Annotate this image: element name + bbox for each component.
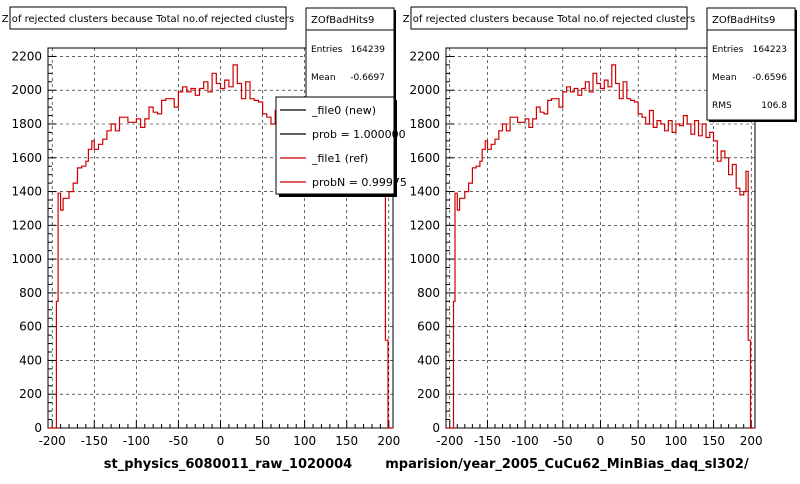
x-tick-label: -100 bbox=[123, 434, 150, 448]
x-tick-label: -150 bbox=[81, 434, 108, 448]
x-axis-label: mparision/year_2005_CuCu62_MinBias_daq_s… bbox=[385, 457, 749, 472]
y-tick-label: 400 bbox=[417, 353, 440, 367]
y-tick-label: 2200 bbox=[11, 49, 42, 63]
y-tick-label: 1000 bbox=[409, 252, 440, 266]
y-tick-label: 1400 bbox=[11, 185, 42, 199]
stats-name: ZOfBadHits9 bbox=[311, 15, 374, 26]
y-tick-label: 1600 bbox=[11, 151, 42, 165]
x-tick-label: -150 bbox=[474, 434, 501, 448]
stats-row-label: Entries bbox=[712, 45, 744, 55]
y-tick-label: 600 bbox=[417, 320, 440, 334]
y-tick-label: 800 bbox=[417, 286, 440, 300]
y-tick-label: 0 bbox=[34, 421, 42, 435]
y-tick-label: 1800 bbox=[409, 117, 440, 131]
title-box bbox=[9, 6, 287, 30]
histogram-series-line bbox=[446, 64, 755, 429]
stats-name: ZOfBadHits9 bbox=[712, 15, 775, 26]
stats-row-value: 106.8 bbox=[761, 101, 787, 111]
stats-row-value: 164223 bbox=[753, 45, 787, 55]
y-tick-label: 1400 bbox=[409, 185, 440, 199]
chart-title: Z of rejected clusters because Total no.… bbox=[2, 14, 294, 25]
stats-row-value: 164239 bbox=[351, 45, 386, 55]
x-tick-label: 200 bbox=[377, 434, 400, 448]
x-tick-label: 0 bbox=[217, 434, 225, 448]
stats-row-label: Mean bbox=[712, 73, 737, 83]
chart-title: Z of rejected clusters because Total no.… bbox=[403, 14, 695, 25]
x-tick-label: 200 bbox=[740, 434, 763, 448]
x-tick-label: 100 bbox=[293, 434, 316, 448]
chart-panel-2: -200 -150 -100 -50 0 50 100 150 2000200400600800… bbox=[385, 6, 797, 472]
legend-entry-label: prob = 1.000000 bbox=[312, 128, 406, 141]
title-box bbox=[410, 6, 688, 30]
legend-entry-label: _file1 (ref) bbox=[311, 152, 368, 165]
y-tick-label: 0 bbox=[432, 421, 440, 435]
legend-box bbox=[275, 96, 395, 195]
x-axis-label: st_physics_6080011_raw_1020004 bbox=[104, 457, 352, 472]
x-tick-label: -200 bbox=[436, 434, 463, 448]
x-tick-label: 150 bbox=[335, 434, 358, 448]
y-tick-label: 2000 bbox=[11, 83, 42, 97]
legend-entry-label: probN = 0.99975 bbox=[312, 176, 407, 189]
x-tick-label: 50 bbox=[631, 434, 646, 448]
x-tick-label: -50 bbox=[169, 434, 189, 448]
plot-frame bbox=[445, 47, 756, 429]
stats-box bbox=[706, 7, 796, 121]
legend-entry-label: _file0 (new) bbox=[311, 104, 376, 117]
y-tick-label: 1000 bbox=[11, 252, 42, 266]
x-tick-label: 150 bbox=[702, 434, 725, 448]
stats-row-label: Entries bbox=[311, 45, 343, 55]
stats-row-value: -0.6697 bbox=[350, 73, 385, 83]
y-tick-label: 200 bbox=[19, 387, 42, 401]
y-tick-label: 2200 bbox=[409, 49, 440, 63]
y-tick-label: 1200 bbox=[409, 218, 440, 232]
x-tick-label: -100 bbox=[512, 434, 539, 448]
stats-box bbox=[305, 7, 395, 109]
y-tick-label: 400 bbox=[19, 353, 42, 367]
stats-row-label: Mean bbox=[311, 73, 336, 83]
y-tick-label: 2000 bbox=[409, 83, 440, 97]
x-tick-label: -50 bbox=[553, 434, 573, 448]
stats-row-label: RMS bbox=[712, 101, 732, 111]
chart-panel-1: -200 -150 -100 -50 0 50 100 150 2000200400600800… bbox=[2, 6, 407, 472]
y-tick-label: 1200 bbox=[11, 218, 42, 232]
y-tick-label: 800 bbox=[19, 286, 42, 300]
x-tick-label: -200 bbox=[39, 434, 66, 448]
x-tick-label: 50 bbox=[255, 434, 270, 448]
x-tick-label: 0 bbox=[597, 434, 605, 448]
y-tick-label: 200 bbox=[417, 387, 440, 401]
y-tick-label: 600 bbox=[19, 320, 42, 334]
stats-row-value: -0.6596 bbox=[752, 73, 787, 83]
y-tick-label: 1600 bbox=[409, 151, 440, 165]
y-tick-label: 1800 bbox=[11, 117, 42, 131]
x-tick-label: 100 bbox=[664, 434, 687, 448]
